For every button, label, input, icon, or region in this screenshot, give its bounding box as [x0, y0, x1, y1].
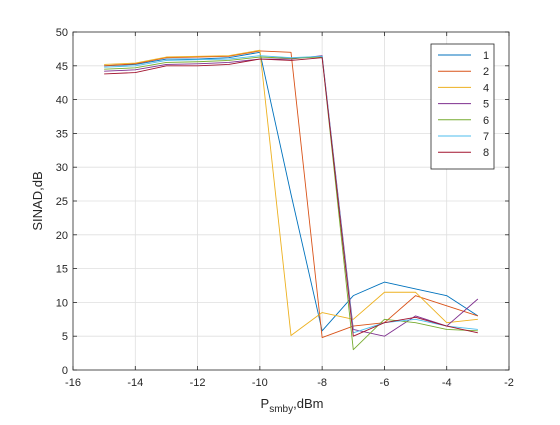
legend-label-6: 6	[483, 115, 489, 127]
series-line-8	[104, 57, 478, 337]
y-axis-label: SINAD,dB	[30, 171, 45, 230]
y-tick-label: 0	[62, 365, 68, 377]
x-tick-label: -16	[65, 377, 81, 389]
y-tick-label: 10	[56, 297, 68, 309]
x-tick-label: -6	[380, 377, 390, 389]
x-axis-label: Psmby,dBm	[261, 396, 324, 415]
y-tick-label: 20	[56, 230, 68, 242]
y-tick-label: 45	[56, 61, 68, 73]
y-tick-label: 30	[56, 162, 68, 174]
y-tick-label: 40	[56, 95, 68, 107]
legend-box	[430, 43, 495, 170]
x-axis-label-unit: ,dBm	[293, 396, 323, 411]
series-line-1	[104, 51, 479, 332]
series-line-5	[104, 55, 479, 337]
axis-ticks	[72, 31, 510, 371]
y-tick-label: 50	[56, 27, 68, 39]
y-tick-label: 25	[56, 196, 68, 208]
series-line-2	[104, 50, 478, 338]
x-tick-label: -14	[127, 377, 143, 389]
legend-label-5: 5	[483, 99, 489, 111]
y-tick-label: 35	[56, 128, 68, 140]
legend-label-2: 2	[483, 66, 489, 78]
x-tick-label: -4	[442, 377, 452, 389]
x-axis-label-subscript: smby	[269, 404, 293, 415]
legend-label-8: 8	[483, 147, 489, 159]
grid-lines	[73, 32, 509, 370]
x-tick-label: -2	[504, 377, 514, 389]
legend-label-1: 1	[483, 50, 489, 62]
legend: 1 2 4 5 6 7 8	[430, 43, 495, 170]
x-axis-label-main: P	[261, 396, 270, 411]
series-lines	[104, 49, 479, 351]
legend-label-4: 4	[483, 82, 489, 94]
x-tick-label: -10	[252, 377, 268, 389]
legend-label-7: 7	[483, 131, 489, 143]
series-line-4	[104, 49, 478, 336]
y-tick-label: 15	[56, 264, 68, 276]
series-line-6	[104, 56, 478, 351]
x-tick-label: -12	[190, 377, 206, 389]
x-tick-label: -8	[317, 377, 327, 389]
series-line-7	[104, 55, 478, 334]
y-tick-label: 5	[62, 331, 68, 343]
